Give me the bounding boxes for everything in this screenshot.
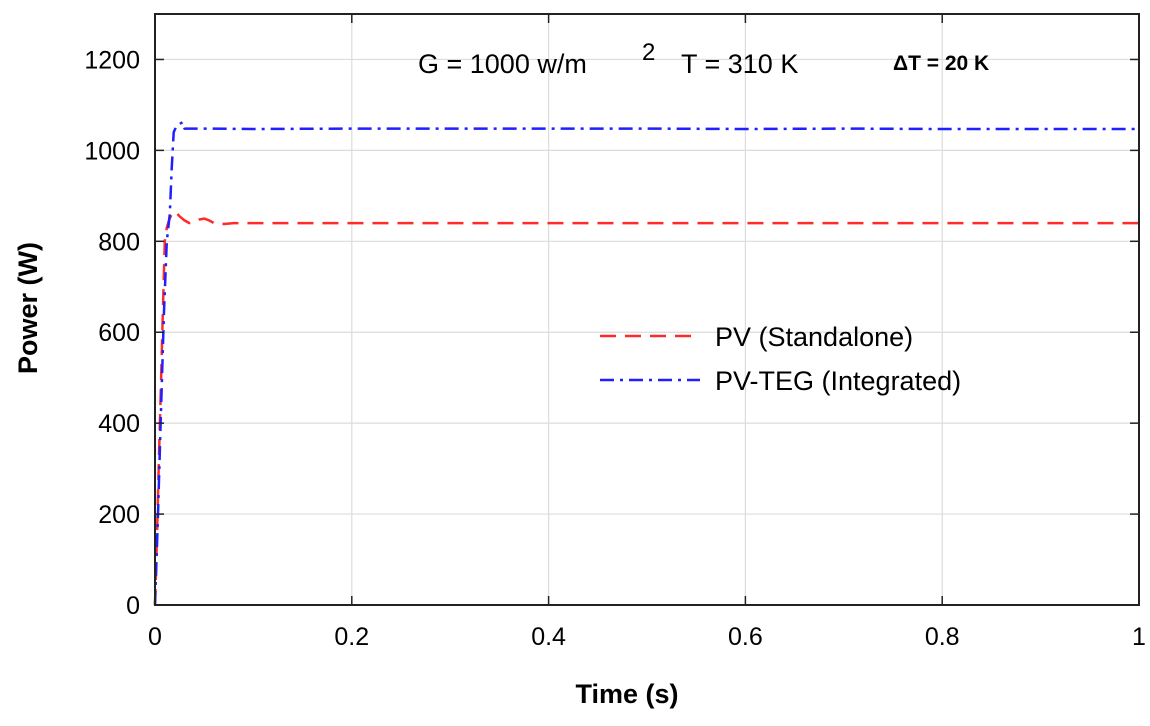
x-tick-label: 0.2 xyxy=(334,623,369,651)
x-tick-label: 0.4 xyxy=(531,623,566,651)
x-tick-label: 1 xyxy=(1132,623,1146,651)
x-tick-label: 0 xyxy=(148,623,162,651)
legend-label-pv-teg: PV-TEG (Integrated) xyxy=(715,366,961,396)
y-tick-label: 400 xyxy=(98,410,140,438)
x-axis-title: Time (s) xyxy=(575,679,678,709)
y-tick-label: 0 xyxy=(126,592,140,620)
y-axis-title: Power (W) xyxy=(13,242,43,374)
y-tick-label: 1000 xyxy=(84,137,140,165)
irradiance-annotation: G = 1000 w/m xyxy=(418,49,587,79)
y-tick-label: 800 xyxy=(98,228,140,256)
delta-t-annotation: ΔT = 20 K xyxy=(893,52,989,75)
series-line-pv xyxy=(153,210,1139,606)
plot-lines xyxy=(153,120,1139,606)
legend-label-pv: PV (Standalone) xyxy=(715,322,913,352)
series-line-pv-teg xyxy=(153,120,1139,606)
y-tick-label: 200 xyxy=(98,501,140,529)
x-tick-label: 0.8 xyxy=(925,623,960,651)
irradiance-exponent: 2 xyxy=(642,39,655,66)
legend: PV (Standalone) PV-TEG (Integrated) xyxy=(600,322,961,396)
plot-frame xyxy=(154,13,1140,606)
y-tick-label: 1200 xyxy=(84,46,140,74)
temperature-annotation: T = 310 K xyxy=(681,49,798,79)
x-tick-label: 0.6 xyxy=(728,623,763,651)
ticks: 0 0.2 0.4 0.6 0.8 1 0 200 400 600 800 1000 1200 xyxy=(84,14,1146,651)
y-tick-label: 600 xyxy=(98,319,140,347)
